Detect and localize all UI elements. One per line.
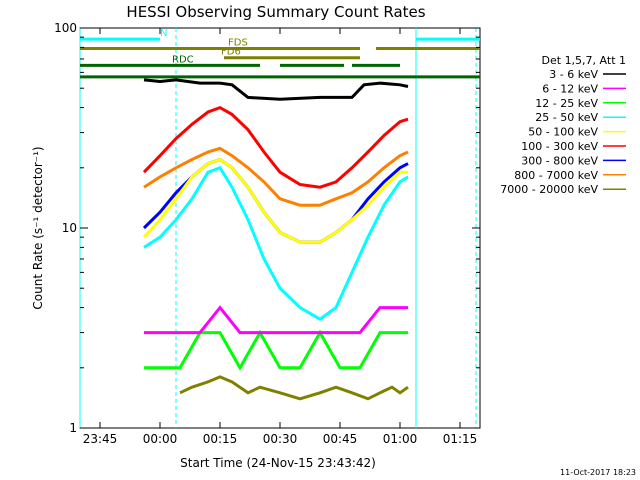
series-line [143, 78, 409, 101]
y-axis: 1 10 100 [54, 21, 480, 435]
legend-item-label: 7000 - 20000 keV [500, 183, 598, 196]
x-axis: 23:45 00:00 00:15 00:30 00:45 01:00 01:15 [83, 28, 478, 446]
x-tick-label: 00:15 [203, 432, 238, 446]
series-line [143, 146, 409, 207]
x-tick-label: 01:00 [383, 432, 418, 446]
y-tick-label: 1 [69, 421, 77, 435]
series-line [143, 165, 409, 321]
x-tick-label: 00:45 [323, 432, 358, 446]
footer-date: 11-Oct-2017 18:23 [560, 468, 636, 477]
legend-item-label: 100 - 300 keV [521, 140, 598, 153]
x-tick-label: 01:15 [443, 432, 478, 446]
chart-title: HESSI Observing Summary Count Rates [126, 3, 425, 21]
legend-item-label: 12 - 25 keV [535, 97, 598, 110]
series-line [144, 329, 408, 371]
series-line [142, 105, 409, 189]
x-tick-label: 00:30 [263, 432, 298, 446]
legend-item-label: 6 - 12 keV [542, 82, 598, 95]
legend-item-label: 3 - 6 keV [549, 68, 598, 81]
x-tick-label: 23:45 [83, 432, 118, 446]
flag-bar-label: FD6 [221, 47, 241, 58]
x-axis-label: Start Time (24-Nov-15 23:43:42) [180, 456, 376, 470]
x-tick-label: 00:00 [143, 432, 178, 446]
flag-bar-label: RDC [172, 54, 194, 65]
flag-bar-label: N [160, 28, 167, 39]
y-axis-label: Count Rate (s⁻¹ detector⁻¹) [31, 146, 45, 309]
y-tick-label: 100 [54, 21, 77, 35]
flag-bar-label: FDS [228, 37, 248, 48]
legend-item-label: 25 - 50 keV [535, 111, 598, 124]
series-line [142, 157, 408, 244]
series-line [179, 375, 409, 401]
legend-title: Det 1,5,7, Att 1 [542, 54, 626, 67]
legend-item-label: 50 - 100 keV [528, 126, 598, 139]
y-tick-label: 10 [62, 221, 77, 235]
series-line [144, 305, 408, 335]
legend-item-label: 300 - 800 keV [521, 154, 598, 167]
legend-item-label: 800 - 7000 keV [514, 169, 598, 182]
